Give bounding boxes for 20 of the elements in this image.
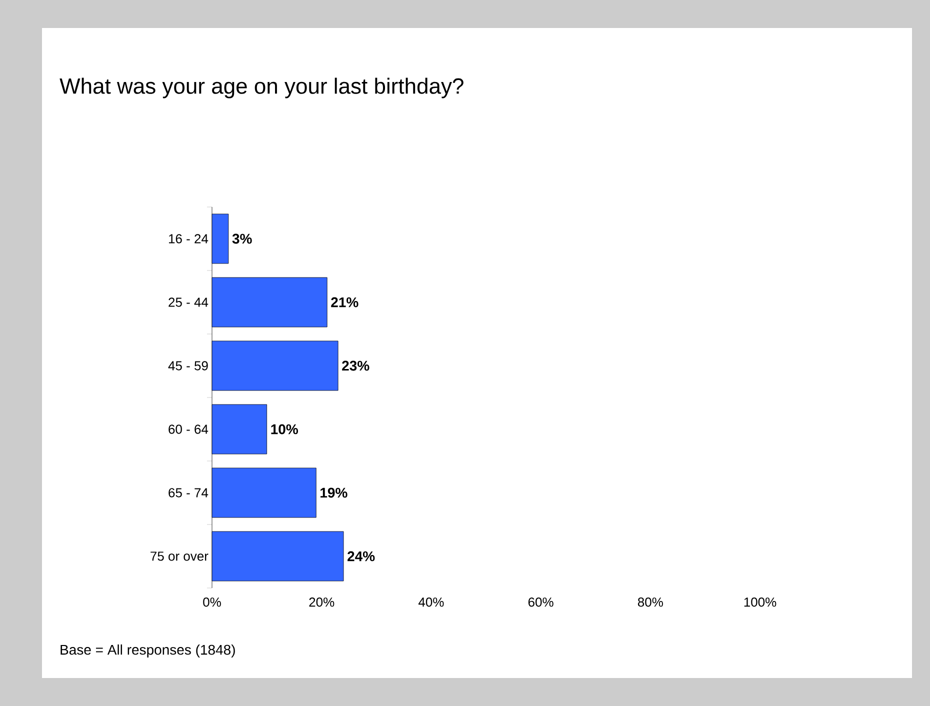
x-tick-label: 0% <box>203 598 221 607</box>
data-label: 24% <box>348 551 375 562</box>
y-tick-label: 60 - 64 <box>168 424 208 434</box>
y-tick-label: 25 - 44 <box>168 298 208 307</box>
data-label: 3% <box>232 234 252 244</box>
x-tick-label: 60% <box>528 598 554 607</box>
y-tick-label: 45 - 59 <box>168 361 208 370</box>
data-label: 23% <box>342 360 370 371</box>
data-label: 19% <box>320 488 348 498</box>
data-label: 10% <box>271 424 298 434</box>
y-tick-label: 75 or over <box>150 552 208 561</box>
x-tick-label: 20% <box>309 598 334 607</box>
x-tick-label: 100% <box>744 598 776 607</box>
y-tick-label: 65 - 74 <box>168 488 208 498</box>
y-tick-label: 16 - 24 <box>168 234 208 244</box>
data-label: 21% <box>331 297 358 308</box>
x-tick-label: 80% <box>638 598 663 607</box>
x-tick-label: 40% <box>418 598 444 607</box>
chart-title: What was your age on your last birthday? <box>60 78 464 98</box>
text: Base = All responses (1848) <box>60 644 235 658</box>
